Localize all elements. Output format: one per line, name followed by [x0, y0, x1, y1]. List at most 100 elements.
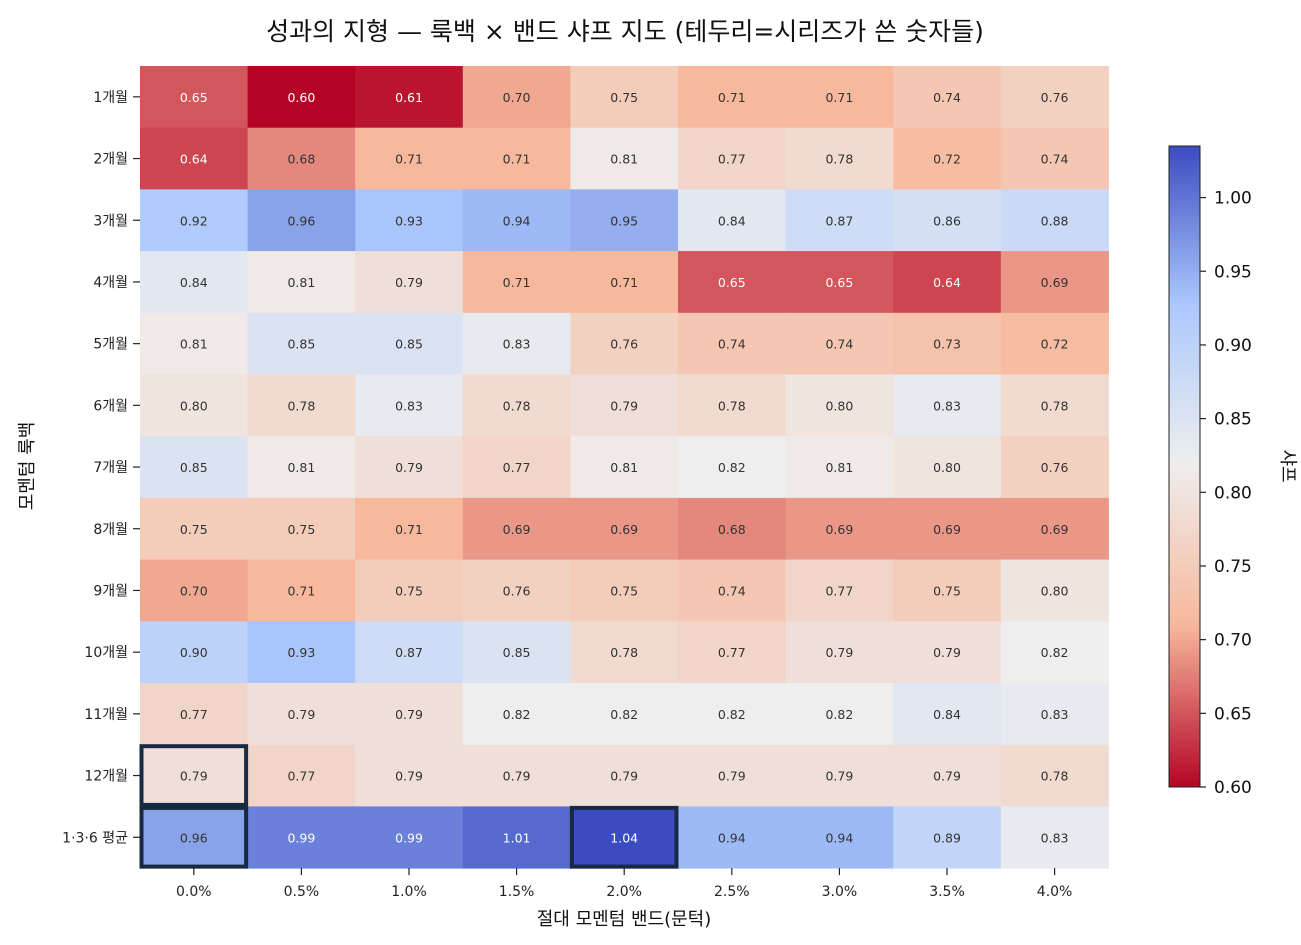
cell-value-label: 0.87 [825, 213, 853, 228]
heatmap-cell [462, 189, 571, 252]
cell-value-label: 0.74 [718, 583, 746, 598]
cell-value-label: 1.01 [503, 830, 531, 845]
heatmap-cell [140, 66, 249, 129]
cell-value-label: 0.76 [503, 583, 531, 598]
heatmap-cell [570, 621, 679, 684]
cell-value-label: 0.79 [503, 769, 531, 784]
heatmap-cell [893, 251, 1002, 314]
highlight-boxes [139, 744, 679, 869]
cell-value-label: 0.83 [503, 337, 531, 352]
y-axis: 1개월 2개월 3개월 4개월 5개월 6개월 7개월 8개월 9개월 10개월 11개월 12개월 1… [62, 90, 140, 846]
y-tick-label: 8개월 [93, 522, 128, 538]
x-axis-label: 절대 모멘텀 밴드(문턱) [537, 909, 712, 930]
heatmap-cell [570, 374, 679, 437]
colorbar-tick-label: 0.65 [1214, 704, 1252, 724]
heatmap-cell [140, 806, 249, 869]
colorbar-tick-label: 1.00 [1214, 189, 1252, 209]
heatmap-cell [785, 497, 894, 561]
heatmap-cell [462, 497, 571, 561]
cell-value-label: 0.93 [287, 645, 315, 660]
cell-value-label: 0.79 [610, 769, 638, 784]
cell-value-label: 0.81 [287, 275, 315, 290]
cell-value-label: 0.82 [610, 707, 638, 722]
cell-value-label: 0.65 [180, 90, 208, 105]
heatmap-cell [247, 251, 356, 314]
cell-value-label: 0.77 [503, 460, 531, 475]
heatmap-cell [678, 66, 787, 129]
heatmap-cell [893, 127, 1002, 190]
heatmap-cell [355, 806, 464, 869]
colorbar-tick-label: 0.80 [1214, 483, 1252, 503]
cell-value-label: 0.75 [610, 90, 638, 105]
heatmap-cell [1000, 621, 1109, 684]
cell-value-label: 0.71 [503, 152, 531, 167]
heatmap-cell [678, 312, 787, 375]
cell-value-label: 0.79 [933, 769, 961, 784]
heatmap-cell [678, 436, 787, 499]
cell-value-label: 0.96 [287, 213, 315, 228]
heatmap-cell [140, 683, 249, 746]
heatmap-cell [1000, 66, 1109, 129]
cell-value-label: 0.69 [503, 522, 531, 537]
heatmap-cell [678, 559, 787, 622]
heatmap-cell [462, 621, 571, 684]
cell-value-label: 0.99 [287, 830, 315, 845]
y-tick-label: 6개월 [93, 398, 128, 414]
cell-value-label: 0.65 [718, 275, 746, 290]
x-tick-label: 2.0% [606, 884, 642, 900]
x-tick-label: 1.5% [499, 884, 535, 900]
cell-value-label: 0.69 [825, 522, 853, 537]
cell-value-label: 0.77 [825, 583, 853, 598]
heatmap-cell [355, 497, 464, 561]
heatmap-cell [355, 312, 464, 375]
cell-value-label: 0.69 [1041, 522, 1069, 537]
cell-value-label: 0.93 [395, 213, 423, 228]
cell-value-label: 0.72 [933, 152, 961, 167]
cell-value-label: 0.76 [1041, 90, 1069, 105]
cell-value-label: 0.78 [1041, 398, 1069, 413]
colorbar-label: 샤프 [1277, 449, 1298, 482]
cell-value-label: 0.81 [610, 152, 638, 167]
cell-value-label: 0.70 [180, 583, 208, 598]
heatmap-cell [355, 127, 464, 190]
y-tick-label: 1개월 [93, 90, 128, 106]
cell-value-label: 0.82 [1041, 645, 1069, 660]
cell-value-label: 0.69 [933, 522, 961, 537]
heatmap-cell [785, 127, 894, 190]
heatmap-cell [893, 806, 1002, 869]
cell-value-label: 0.75 [180, 522, 208, 537]
colorbar-tick-label: 0.60 [1214, 778, 1252, 798]
heatmap-cell [247, 806, 356, 869]
y-tick-label: 5개월 [93, 337, 128, 353]
cell-value-label: 0.64 [933, 275, 961, 290]
heatmap-cell [1000, 497, 1109, 561]
heatmap-cell [785, 559, 894, 622]
heatmap-cell [570, 312, 679, 375]
x-tick-label: 1.0% [391, 884, 427, 900]
heatmap-cell [785, 436, 894, 499]
cell-value-label: 0.79 [395, 707, 423, 722]
heatmap-cell [462, 127, 571, 190]
colorbar: 0.60 0.65 0.70 0.75 0.80 0.85 0.90 0.95 1.00 샤프 [1168, 145, 1298, 798]
cell-value-label: 0.69 [610, 522, 638, 537]
heatmap-cell [570, 189, 679, 252]
heatmap-cell [785, 744, 894, 807]
cell-value-label: 0.84 [180, 275, 208, 290]
cell-value-label: 0.83 [933, 398, 961, 413]
cell-value-label: 0.87 [395, 645, 423, 660]
cell-value-label: 0.84 [718, 213, 746, 228]
cell-value-label: 0.76 [1041, 460, 1069, 475]
cell-value-label: 0.79 [718, 769, 746, 784]
heatmap-cell [1000, 127, 1109, 190]
cell-value-label: 0.86 [933, 213, 961, 228]
cell-value-label: 0.78 [825, 152, 853, 167]
heatmap-cell [247, 559, 356, 622]
cell-value-label: 0.78 [287, 398, 315, 413]
heatmap-cell [678, 744, 787, 807]
heatmap-cell [462, 66, 571, 129]
cell-value-label: 0.61 [395, 90, 423, 105]
heatmap-cell [893, 66, 1002, 129]
heatmap-cell [140, 189, 249, 252]
heatmap-cell [893, 559, 1002, 622]
heatmap-cell [1000, 189, 1109, 252]
